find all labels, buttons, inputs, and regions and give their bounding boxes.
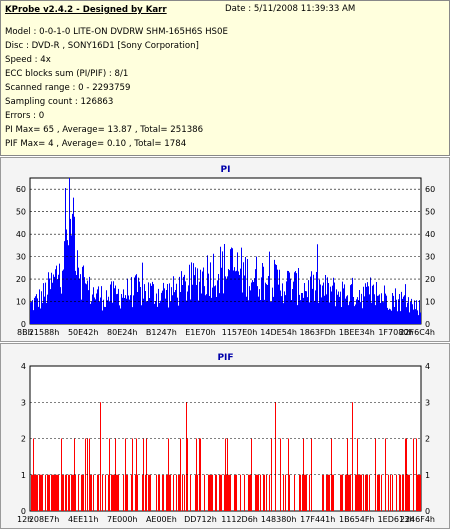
info-model: Model : 0-0-1-0 LITE-ON DVDRW SHM-165H6S… bbox=[5, 27, 228, 37]
pi-xtick: 8Bh bbox=[17, 328, 33, 337]
pif-ytick-right: 0 bbox=[425, 507, 430, 516]
info-scanned-range: Scanned range : 0 - 2293759 bbox=[5, 83, 131, 93]
pi-xtick: 50E42h bbox=[68, 328, 98, 337]
pi-ytick-right: 30 bbox=[425, 253, 435, 262]
pi-xtick: 14DE54h bbox=[260, 328, 297, 337]
pi-ytick-left: 10 bbox=[16, 298, 26, 307]
pi-ytick-right: 10 bbox=[425, 298, 435, 307]
pif-xtick: 1ED613h bbox=[378, 515, 415, 524]
pif-xtick: 12h bbox=[17, 515, 32, 524]
pi-xtick: 1BEE34h bbox=[339, 328, 375, 337]
pi-xtick: 21588h bbox=[29, 328, 60, 337]
pi-xtick: E1E70h bbox=[185, 328, 215, 337]
pif-xtick: 208E7h bbox=[29, 515, 59, 524]
pi-ytick-left: 30 bbox=[16, 253, 26, 262]
pi-xtick: 80E24h bbox=[107, 328, 137, 337]
pif-ytick-left: 1 bbox=[21, 471, 26, 480]
pif-bars bbox=[31, 402, 421, 511]
pif-ytick-right: 4 bbox=[425, 362, 430, 371]
pif-ytick-right: 1 bbox=[425, 471, 430, 480]
info-disc: Disc : DVD-R , SONY16D1 [Sony Corporatio… bbox=[5, 41, 199, 51]
pi-ytick-right: 50 bbox=[425, 208, 435, 217]
info-sampling-count: Sampling count : 126863 bbox=[5, 97, 114, 107]
pi-ytick-right: 20 bbox=[425, 275, 435, 284]
info-pi-summary: PI Max= 65 , Average= 13.87 , Total= 251… bbox=[5, 125, 204, 135]
info-pif-summary: PIF Max= 4 , Average= 0.10 , Total= 1784 bbox=[5, 139, 187, 149]
pi-ytick-left: 50 bbox=[16, 208, 26, 217]
pif-xtick: 7E000h bbox=[107, 515, 137, 524]
pif-title: PIF bbox=[217, 353, 233, 363]
pif-xtick: AE00Eh bbox=[146, 515, 177, 524]
pi-ytick-right: 60 bbox=[425, 185, 435, 194]
app-title: KProbe v2.4.2 - Designed by Karr bbox=[5, 5, 167, 15]
pif-chart-panel: PIF 0 0 1 1 2 2 3 3 4 4 12h 208E7h 4EE11h 7E000h AE00Eh… bbox=[0, 343, 450, 529]
pi-xtick: B1247h bbox=[146, 328, 177, 337]
info-speed: Speed : 4x bbox=[5, 55, 51, 65]
pif-ytick-left: 2 bbox=[21, 435, 26, 444]
pi-chart-panel: PI 0 0 10 10 20 20 30 30 40 40 50 50 60 60 8Bh 21588h 50E… bbox=[0, 157, 450, 342]
pif-xtick: DD712h bbox=[184, 515, 217, 524]
pif-ytick-right: 3 bbox=[425, 398, 430, 407]
pif-ytick-right: 2 bbox=[425, 435, 430, 444]
pi-xtick: 1157E0h bbox=[222, 328, 258, 337]
pif-xtick: 1112D6h bbox=[221, 515, 258, 524]
pif-xtick: 148380h bbox=[261, 515, 297, 524]
pi-ytick-right: 40 bbox=[425, 230, 435, 239]
pi-ytick-left: 0 bbox=[21, 320, 26, 329]
pi-title: PI bbox=[221, 165, 231, 175]
pi-xtick: 1863FDh bbox=[300, 328, 336, 337]
pi-xtick: 22F6C4h bbox=[399, 328, 435, 337]
pif-xtick: 17F441h bbox=[300, 515, 335, 524]
scan-date: Date : 5/11/2008 11:39:33 AM bbox=[225, 4, 356, 14]
pif-xtick: 2246F4h bbox=[400, 515, 435, 524]
pif-ytick-left: 3 bbox=[21, 398, 26, 407]
pi-ytick-left: 40 bbox=[16, 230, 26, 239]
pi-xtick: 1F7080h bbox=[378, 328, 413, 337]
pi-bars bbox=[30, 178, 421, 324]
pif-xtick: 4EE11h bbox=[68, 515, 98, 524]
pif-ytick-left: 4 bbox=[21, 362, 26, 371]
info-errors: Errors : 0 bbox=[5, 111, 45, 121]
info-ecc-blocks: ECC blocks sum (PI/PIF) : 8/1 bbox=[5, 69, 129, 79]
pif-xtick: 1B654Fh bbox=[339, 515, 375, 524]
pi-ytick-right: 0 bbox=[425, 320, 430, 329]
pif-ytick-left: 0 bbox=[21, 507, 26, 516]
pi-ytick-left: 20 bbox=[16, 275, 26, 284]
pi-ytick-left: 60 bbox=[16, 185, 26, 194]
scan-info-panel: KProbe v2.4.2 - Designed by Karr Date : … bbox=[0, 0, 450, 156]
